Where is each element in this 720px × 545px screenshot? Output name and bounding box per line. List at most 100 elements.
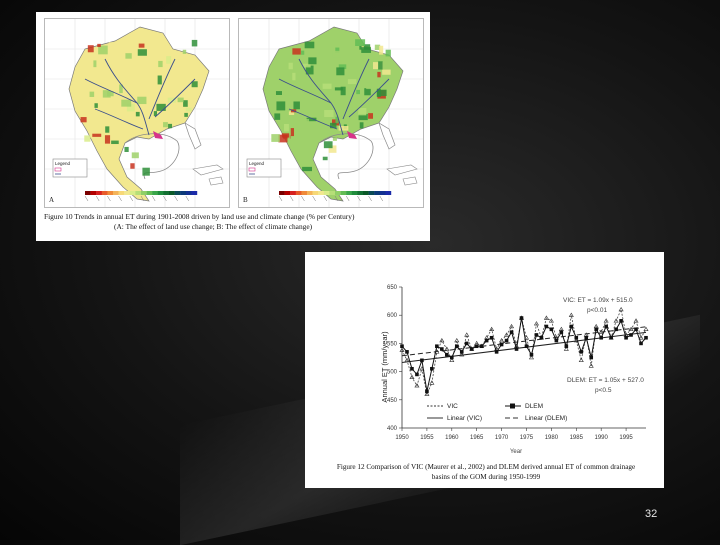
dlem-point	[449, 355, 454, 360]
chart-xlabel: Year	[510, 449, 522, 455]
x-tick-label: 1990	[595, 435, 609, 441]
color-ramp-cell	[124, 191, 130, 195]
et-trend-patch	[166, 56, 172, 64]
et-trend-patch	[328, 145, 337, 153]
panel-label-b: B	[243, 196, 248, 204]
et-trend-patch	[104, 110, 111, 115]
x-tick-label: 1975	[520, 435, 534, 441]
figure-12-card: Annual ET (mm/year) Year VIC: ET = 1.09x…	[305, 252, 664, 488]
color-ramp-cell	[135, 191, 142, 195]
et-trend-patch	[302, 166, 313, 172]
color-ramp-cell	[180, 191, 186, 195]
legend-dlem: DLEM	[525, 403, 543, 410]
island-outline	[386, 164, 418, 176]
et-trend-patch	[322, 83, 332, 89]
dlem-point	[400, 344, 404, 349]
et-trend-patch	[313, 84, 320, 91]
map-legend-frame	[246, 158, 282, 178]
color-ramp-tick	[118, 195, 122, 202]
color-ramp-cell	[85, 191, 91, 195]
dlem-point	[634, 327, 638, 332]
map-panel-a: Legend A	[44, 18, 230, 208]
et-trend-patch	[156, 103, 166, 111]
island-outline	[192, 164, 224, 176]
vic-point	[578, 357, 584, 363]
dlem-point	[425, 389, 429, 394]
color-ramp-cell	[335, 191, 341, 195]
et-trend-patch	[105, 126, 110, 133]
dlem-point	[415, 372, 419, 377]
et-trend-patch	[276, 101, 286, 111]
et-trend-patch	[153, 111, 158, 117]
et-trend-patch	[302, 63, 311, 68]
dlem-point	[579, 350, 584, 354]
x-tick-label: 1995	[619, 435, 633, 441]
dlem-point	[420, 358, 424, 363]
color-ramp-cell	[185, 191, 192, 195]
color-ramp-tick	[379, 195, 384, 202]
river-line	[278, 78, 332, 104]
et-trend-patch	[292, 48, 301, 55]
dlem-point	[459, 350, 464, 354]
map-legend-title: Legend	[249, 161, 265, 166]
color-ramp-cell	[346, 191, 352, 195]
et-trend-patch	[305, 65, 314, 75]
color-ramp-cell	[96, 191, 102, 195]
dlem-point	[574, 335, 579, 340]
dlem-equation: DLEM: ET = 1.05x + 527.0	[567, 377, 644, 384]
et-trend-patch	[89, 91, 95, 97]
dlem-point	[644, 335, 648, 340]
river-line	[348, 78, 390, 118]
color-ramp-cell	[284, 191, 291, 195]
et-trend-patch	[374, 44, 381, 50]
y-tick-label: 550	[387, 341, 398, 347]
page-number: 32	[645, 508, 658, 520]
legend-linear-vic: Linear (VIC)	[447, 415, 482, 422]
dlem-point	[440, 347, 444, 351]
et-trend-patch	[158, 60, 163, 68]
vic-point	[504, 332, 510, 337]
dlem-point	[479, 344, 484, 349]
dlem-point	[584, 335, 589, 340]
et-trend-patch	[322, 156, 328, 161]
river-line	[148, 58, 176, 120]
et-trend-patch	[334, 87, 343, 91]
island-outline	[208, 176, 224, 186]
map-a-svg: Legend	[45, 19, 229, 207]
et-trend-patch	[308, 57, 317, 65]
color-ramp-tick	[323, 195, 328, 202]
legend-swatch	[248, 167, 256, 172]
vic-point	[404, 357, 410, 363]
color-ramp-tick	[174, 195, 178, 202]
y-tick-label: 400	[387, 426, 398, 432]
vic-point	[509, 323, 515, 329]
dlem-point	[549, 327, 554, 332]
color-ramp-cell	[329, 191, 336, 195]
color-ramp-cell	[169, 191, 175, 195]
color-ramp-cell	[374, 191, 380, 195]
et-trend-patch	[363, 44, 371, 50]
color-ramp-cell	[368, 191, 375, 195]
legend-vic: VIC	[447, 403, 458, 410]
color-ramp-tick	[107, 195, 111, 202]
dlem-point	[494, 350, 499, 354]
trendline-vic	[401, 331, 647, 364]
et-trend-patch	[135, 111, 140, 117]
et-trend-patch	[361, 47, 371, 53]
color-ramp-cell	[163, 191, 170, 195]
et-trend-patch	[301, 50, 305, 55]
color-ramp-cell	[101, 191, 108, 195]
x-tick-label: 1980	[545, 435, 559, 441]
color-ramp-tick	[345, 195, 350, 202]
dlem-point	[619, 319, 623, 323]
dlem-point	[599, 335, 603, 340]
y-tick-label: 450	[387, 398, 398, 404]
river-line	[342, 58, 370, 120]
et-trend-patch	[338, 126, 349, 131]
chart-ylabel: Annual ET (mm/year)	[380, 331, 389, 403]
color-ramp-cell	[152, 191, 158, 195]
chart-axes: 400 450 500 550 600 650 1950 1955 1960 1965 1970 19…	[387, 285, 646, 441]
et-trend-patch	[84, 135, 91, 142]
vic-point	[598, 329, 604, 334]
color-ramp-cell	[174, 191, 181, 195]
